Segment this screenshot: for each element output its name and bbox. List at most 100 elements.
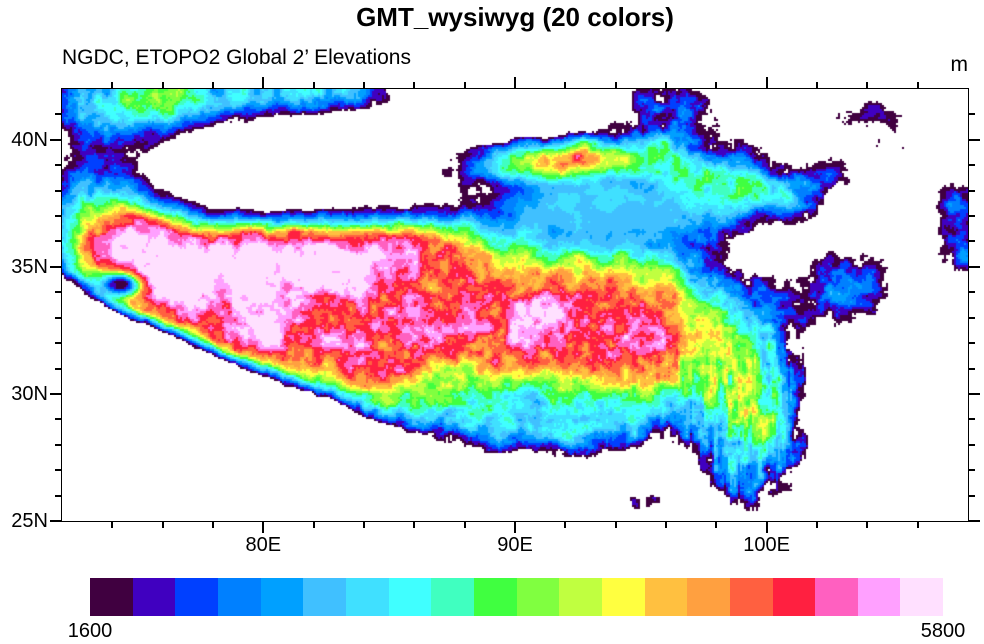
axis-tick [866, 521, 869, 528]
axis-tick [463, 82, 466, 89]
plot-subtitle: NGDC, ETOPO2 Global 2’ Elevations [62, 46, 411, 69]
axis-tick [212, 521, 214, 528]
y-axis-tick-label: 30N [11, 382, 48, 405]
axis-tick [816, 82, 818, 89]
axis-tick [765, 521, 768, 533]
axis-tick [564, 521, 567, 528]
axis-tick [111, 521, 114, 528]
axis-tick [55, 240, 62, 243]
axis-tick [968, 215, 975, 218]
y-axis-tick-label: 35N [11, 255, 48, 278]
axis-tick [55, 342, 62, 345]
axis-tick [866, 82, 869, 89]
elevation-raster [62, 89, 968, 521]
colorbar-swatch [132, 578, 176, 616]
axis-tick [968, 240, 975, 243]
colorbar-swatch [644, 578, 688, 616]
axis-tick [968, 469, 975, 472]
axis-tick [161, 82, 164, 89]
axis-tick [55, 215, 62, 218]
axis-tick [665, 521, 667, 528]
colorbar-swatch [90, 578, 133, 616]
y-axis-tick-label: 40N [11, 128, 48, 151]
axis-tick [55, 494, 62, 497]
colorbar-swatch [217, 578, 261, 616]
axis-tick [968, 113, 975, 116]
axis-tick [514, 77, 516, 89]
axis-tick [111, 82, 114, 89]
axis-tick [968, 392, 980, 395]
colorbar-swatch [772, 578, 816, 616]
axis-tick [50, 138, 62, 141]
axis-tick [212, 82, 214, 89]
axis-tick [968, 291, 975, 294]
axis-tick [968, 494, 975, 497]
axis-tick [413, 82, 416, 89]
colorbar-max-label: 5800 [920, 620, 966, 642]
axis-tick [413, 521, 416, 528]
axis-tick [55, 164, 62, 167]
colorbar-swatch [687, 578, 730, 616]
axis-tick [55, 291, 62, 294]
axis-tick [55, 443, 62, 446]
colorbar-swatch [815, 578, 858, 616]
axis-tick [968, 265, 980, 268]
axis-tick [463, 521, 466, 528]
units-label: m [950, 53, 969, 76]
axis-tick [715, 82, 718, 89]
axis-tick [50, 265, 62, 268]
colorbar-swatch [303, 578, 346, 616]
axis-tick [614, 82, 617, 89]
axis-tick [55, 469, 62, 472]
axis-tick [363, 82, 365, 89]
axis-tick [262, 77, 265, 89]
axis-tick [968, 520, 980, 522]
plot-title: GMT_wysiwyg (20 colors) [356, 2, 674, 32]
axis-tick [564, 82, 567, 89]
axis-tick [50, 520, 62, 522]
axis-tick [514, 521, 516, 533]
axis-tick [715, 521, 718, 528]
axis-tick [312, 82, 315, 89]
axis-tick [916, 521, 919, 528]
colorbar-swatch [857, 578, 901, 616]
colorbar-swatch [516, 578, 560, 616]
axis-tick [916, 82, 919, 89]
axis-tick [55, 316, 62, 319]
axis-tick [262, 521, 265, 533]
x-axis-tick-label: 90E [497, 534, 533, 556]
axis-tick [968, 443, 975, 446]
axis-tick [765, 77, 768, 89]
colorbar-min-label: 1600 [67, 620, 113, 642]
axis-tick [614, 521, 617, 528]
axis-tick [968, 189, 975, 192]
axis-tick [50, 392, 62, 395]
x-axis-tick-label: 80E [245, 534, 282, 556]
axis-tick [312, 521, 315, 528]
axis-tick [665, 82, 667, 89]
colorbar-swatch [601, 578, 645, 616]
axis-tick [55, 189, 62, 192]
colorbar-swatch [431, 578, 474, 616]
colorbar [90, 578, 944, 616]
axis-tick [816, 521, 818, 528]
x-axis-tick-label: 100E [743, 534, 791, 556]
colorbar-swatch [900, 578, 944, 616]
axis-tick [968, 418, 975, 421]
axis-tick [968, 164, 975, 167]
axis-tick [968, 342, 975, 345]
axis-tick [968, 316, 975, 319]
colorbar-swatch [260, 578, 304, 616]
colorbar-swatch [345, 578, 389, 616]
axis-tick [55, 113, 62, 116]
colorbar-swatch [559, 578, 602, 616]
axis-tick [161, 521, 164, 528]
axis-tick [55, 367, 62, 370]
axis-tick [968, 138, 980, 141]
y-axis-tick-label: 25N [11, 510, 48, 532]
colorbar-swatch [175, 578, 218, 616]
axis-tick [968, 367, 975, 370]
colorbar-swatch [388, 578, 432, 616]
colorbar-swatch [473, 578, 517, 616]
